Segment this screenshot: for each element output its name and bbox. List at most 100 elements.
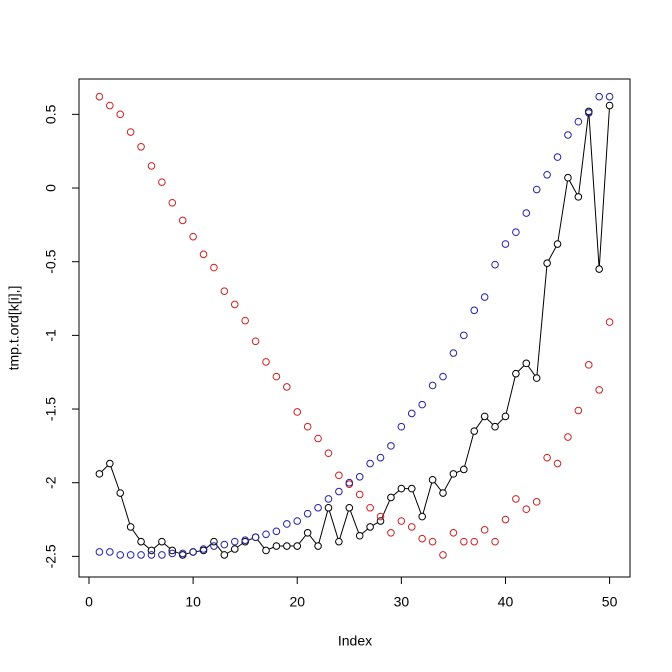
point xyxy=(501,412,510,421)
y-tick-label: -2.5 xyxy=(43,544,59,568)
point xyxy=(314,503,322,512)
point xyxy=(335,487,343,496)
point xyxy=(522,359,531,368)
point xyxy=(418,512,426,521)
point xyxy=(241,536,249,544)
point xyxy=(355,473,364,481)
point xyxy=(470,427,479,435)
point xyxy=(366,459,374,468)
point xyxy=(439,489,447,497)
point xyxy=(116,110,125,119)
point xyxy=(543,259,551,267)
point xyxy=(137,551,145,559)
point xyxy=(251,533,260,542)
y-tick-label: -2 xyxy=(43,476,59,489)
x-tick-label: 0 xyxy=(85,594,93,610)
y-tick-label: -1.5 xyxy=(43,397,59,421)
point xyxy=(605,318,614,326)
point xyxy=(303,509,312,518)
point xyxy=(230,300,239,309)
point xyxy=(407,523,416,531)
point xyxy=(147,551,156,559)
point xyxy=(126,128,135,136)
y-tick-label: 0.5 xyxy=(43,104,59,124)
point xyxy=(574,117,583,126)
point xyxy=(137,142,145,151)
point xyxy=(574,406,583,415)
point xyxy=(532,185,541,194)
point xyxy=(303,422,312,431)
point xyxy=(324,449,333,458)
point xyxy=(470,537,479,546)
point xyxy=(501,515,510,524)
point xyxy=(387,528,395,537)
point xyxy=(220,540,229,549)
point xyxy=(470,306,479,315)
point xyxy=(564,433,572,441)
point xyxy=(230,537,239,546)
point xyxy=(126,523,135,531)
point xyxy=(178,549,187,558)
point xyxy=(366,503,374,512)
point xyxy=(397,484,406,493)
point xyxy=(303,528,312,537)
point xyxy=(449,349,458,357)
point xyxy=(293,408,302,416)
point xyxy=(283,383,291,391)
point xyxy=(116,551,125,559)
point xyxy=(376,453,385,462)
point xyxy=(126,551,135,559)
point xyxy=(595,386,603,394)
point xyxy=(168,549,177,558)
point xyxy=(501,240,510,248)
x-tick-label: 20 xyxy=(289,594,305,610)
point xyxy=(106,459,114,468)
point xyxy=(512,228,520,237)
point xyxy=(95,470,104,478)
point xyxy=(345,478,354,487)
point xyxy=(418,400,426,409)
point xyxy=(564,173,572,182)
point xyxy=(335,471,343,480)
point xyxy=(522,505,531,514)
point xyxy=(553,459,562,468)
point xyxy=(158,537,166,546)
point xyxy=(428,475,437,484)
point xyxy=(460,537,468,546)
point xyxy=(387,442,395,450)
point xyxy=(595,92,603,101)
x-tick-label: 30 xyxy=(394,594,410,610)
point xyxy=(407,409,416,418)
point xyxy=(251,337,260,346)
point xyxy=(439,372,447,381)
point xyxy=(158,178,166,186)
point xyxy=(168,198,177,207)
point xyxy=(584,361,593,369)
point xyxy=(605,101,614,110)
point xyxy=(345,503,354,512)
point xyxy=(532,374,541,382)
point xyxy=(324,495,333,503)
point xyxy=(428,537,437,546)
point xyxy=(355,531,364,540)
point xyxy=(397,422,406,431)
point xyxy=(512,495,520,503)
point xyxy=(147,162,156,170)
point xyxy=(230,545,239,553)
point xyxy=(407,484,416,493)
point xyxy=(106,101,114,110)
point xyxy=(314,434,322,443)
point xyxy=(283,520,291,528)
point xyxy=(189,232,197,241)
point xyxy=(178,216,187,225)
point xyxy=(324,503,333,512)
point xyxy=(428,381,437,390)
point xyxy=(158,551,166,559)
point xyxy=(283,542,291,550)
point xyxy=(199,250,208,259)
point xyxy=(220,551,229,559)
point xyxy=(262,530,270,539)
point xyxy=(335,537,343,546)
point xyxy=(106,548,114,556)
